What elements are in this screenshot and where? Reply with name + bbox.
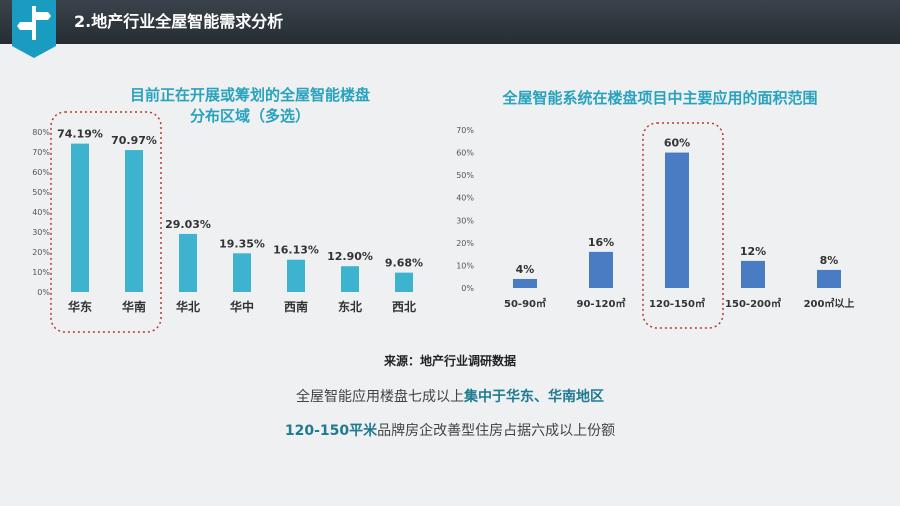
left-category-label: 西南 — [284, 299, 308, 314]
left-ytick-label: 10% — [32, 268, 50, 277]
left-bar — [341, 266, 359, 292]
right-bar — [817, 269, 841, 288]
summary-line-1: 全屋智能应用楼盘七成以上集中于华东、华南地区 — [0, 386, 900, 406]
summary-line-1-highlight: 集中于华东、华南地区 — [464, 389, 604, 405]
left-category-label: 西北 — [392, 299, 416, 314]
left-ytick-label: 30% — [32, 228, 50, 237]
left-chart-title-line2: 分布区域（多选） — [189, 107, 310, 125]
left-bar — [179, 233, 197, 292]
left-chart-title-line1: 目前正在开展或筹划的全屋智能楼盘 — [129, 86, 370, 104]
left-ytick-label: 20% — [32, 248, 50, 257]
left-data-label: 16.13% — [273, 244, 319, 257]
right-bar — [589, 251, 613, 288]
right-category-label: 200㎡以上 — [804, 297, 855, 310]
left-chart-title: 目前正在开展或筹划的全屋智能楼盘 分布区域（多选） — [60, 85, 440, 127]
summary-line-1-plain: 全屋智能应用楼盘七成以上 — [296, 389, 464, 405]
left-ytick-label: 70% — [32, 148, 50, 157]
right-data-label: 12% — [740, 245, 766, 258]
right-ytick-label: 30% — [456, 216, 474, 225]
source-note: 来源：地产行业调研数据 — [383, 354, 516, 368]
right-data-label: 16% — [588, 236, 614, 249]
left-category-label: 华北 — [176, 299, 200, 314]
left-category-label: 华中 — [230, 299, 254, 314]
left-bar — [233, 253, 251, 292]
left-data-label: 9.68% — [385, 257, 423, 270]
right-ytick-label: 40% — [456, 194, 474, 203]
right-ytick-label: 0% — [461, 284, 474, 293]
right-ytick-label: 50% — [456, 171, 474, 180]
right-bar — [741, 260, 765, 288]
right-ytick-label: 70% — [456, 126, 474, 135]
left-data-label: 29.03% — [165, 218, 211, 231]
right-ytick-label: 20% — [456, 239, 474, 248]
right-ytick-label: 10% — [456, 261, 474, 270]
left-ytick-label: 60% — [32, 168, 50, 177]
summary-line-2-highlight: 120-150平米 — [284, 423, 378, 439]
signpost-icon — [12, 0, 56, 58]
right-category-label: 150-200㎡ — [725, 297, 781, 310]
left-bar — [287, 259, 305, 292]
right-bar — [665, 152, 689, 288]
left-highlight-box — [50, 111, 162, 333]
left-ytick-label: 0% — [37, 288, 50, 297]
left-ytick-label: 50% — [32, 188, 50, 197]
right-category-label: 90-120㎡ — [577, 297, 626, 310]
left-bar — [125, 150, 143, 292]
right-ytick-label: 60% — [456, 149, 474, 158]
left-data-label: 12.90% — [327, 250, 373, 263]
left-ytick-label: 40% — [32, 208, 50, 217]
summary-line-2-plain: 品牌房企改善型住房占据六成以上份额 — [377, 423, 616, 439]
header-bar: 2.地产行业全屋智能需求分析 — [0, 0, 900, 44]
right-data-label: 60% — [664, 137, 690, 150]
left-data-label: 74.19% — [57, 128, 103, 141]
right-bar — [513, 278, 537, 288]
left-data-label: 70.97% — [111, 134, 157, 147]
left-data-label: 19.35% — [219, 237, 265, 250]
right-chart-title: 全屋智能系统在楼盘项目中主要应用的面积范围 — [502, 89, 818, 107]
summary-line-2: 120-150平米品牌房企改善型住房占据六成以上份额 — [0, 420, 900, 440]
left-category-label: 华东 — [68, 299, 92, 314]
left-bar — [395, 272, 413, 292]
left-category-label: 华南 — [122, 299, 146, 314]
right-highlight-box — [642, 122, 724, 329]
right-category-label: 50-90㎡ — [504, 297, 546, 310]
left-category-label: 东北 — [338, 299, 362, 314]
page-title: 2.地产行业全屋智能需求分析 — [74, 12, 284, 31]
left-ytick-label: 80% — [32, 128, 50, 137]
left-bar — [71, 143, 89, 292]
right-category-label: 120-150㎡ — [649, 297, 705, 310]
right-data-label: 8% — [820, 254, 839, 267]
right-data-label: 4% — [516, 263, 535, 276]
